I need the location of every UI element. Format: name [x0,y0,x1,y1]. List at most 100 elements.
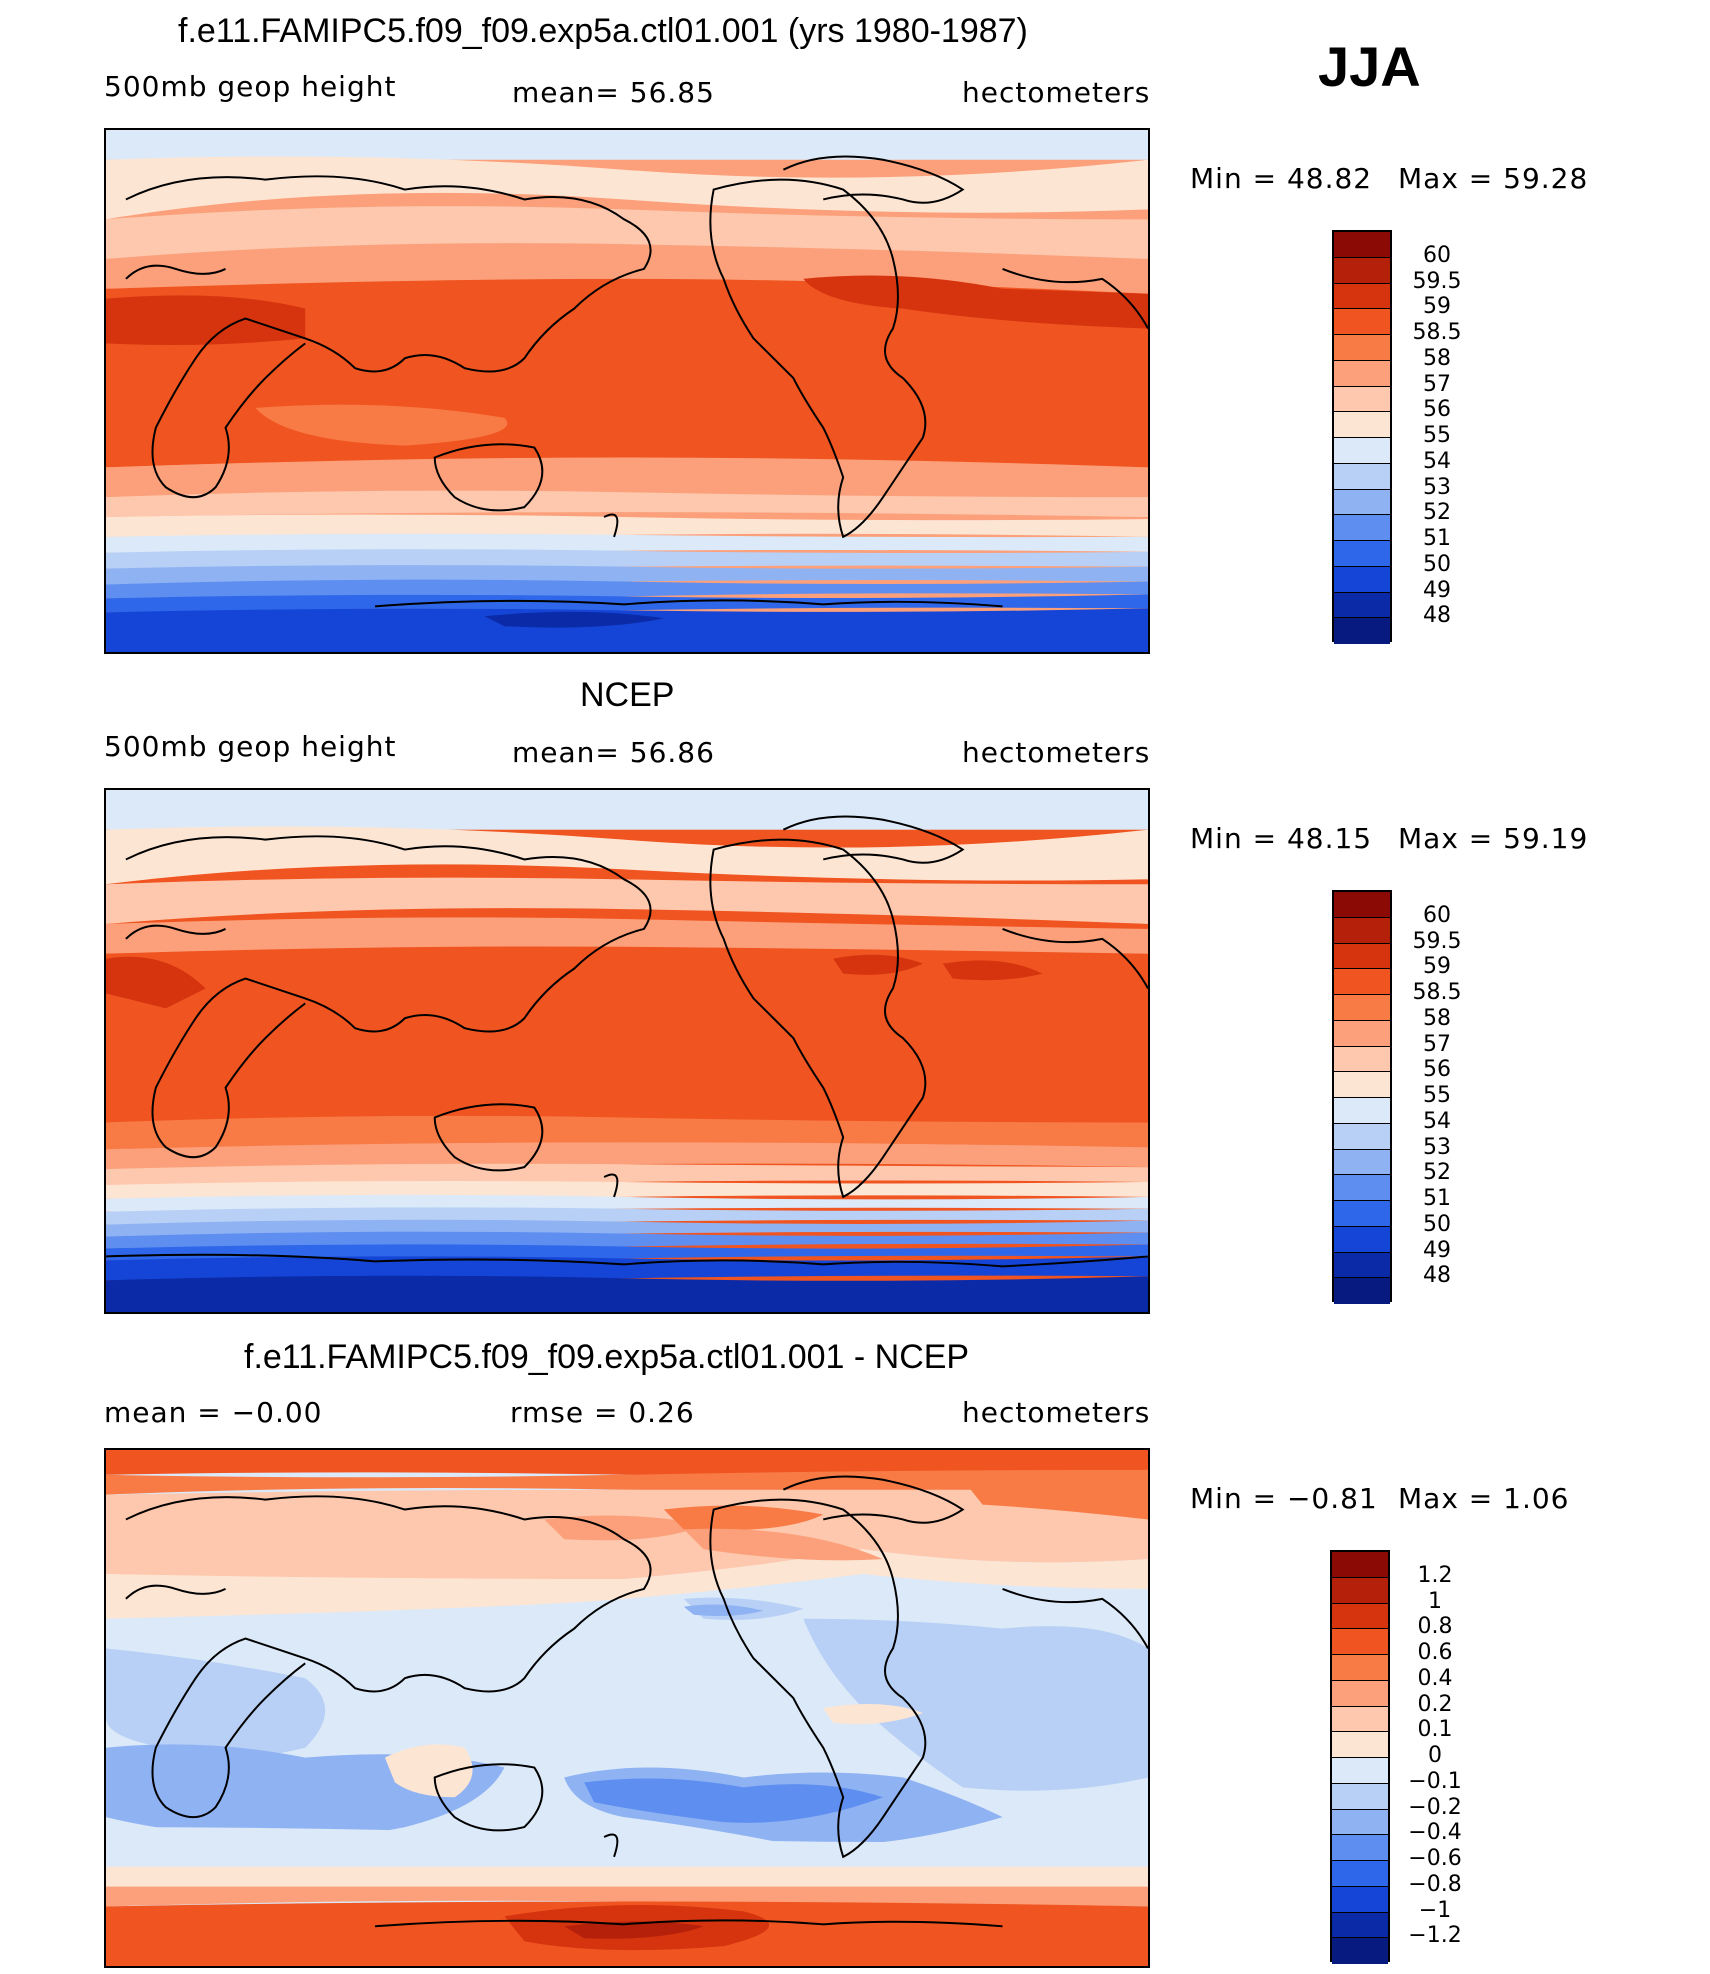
panel1-colorbar-swatches [1332,230,1392,644]
colorbar-swatch [1334,541,1390,567]
colorbar-swatch [1334,592,1390,619]
colorbar-level-label: 58.5 [1412,980,1462,1005]
colorbar-swatch [1334,943,1390,970]
colorbar-swatch [1334,1020,1390,1047]
colorbar-swatch [1334,412,1390,438]
panel3-units-label: hectometers [962,1396,1151,1429]
panel1-variable-label: 500mb geop height [104,70,397,103]
panel2-contour-field [106,790,1148,1312]
colorbar-swatch [1334,360,1390,387]
colorbar-level-label: 0.6 [1417,1640,1453,1665]
colorbar-swatch [1334,892,1390,918]
colorbar-level-label: 55 [1423,1083,1451,1108]
colorbar-swatch [1334,283,1390,310]
colorbar-swatch [1332,1577,1388,1604]
colorbar-level-label: 52 [1423,1160,1451,1186]
colorbar-level-label: 0.4 [1417,1665,1453,1691]
colorbar-swatch [1334,438,1390,464]
colorbar-level-label: −1 [1418,1897,1452,1923]
colorbar-level-label: 50 [1423,551,1451,577]
colorbar-swatch [1334,1046,1390,1073]
colorbar-swatch [1334,515,1390,541]
colorbar-swatch [1334,1072,1390,1098]
colorbar-level-label: 52 [1423,500,1451,526]
panel2-max-label: Max = 59.19 [1398,822,1589,855]
colorbar-level-label: 51 [1423,526,1451,551]
colorbar-level-label: 60 [1423,242,1451,268]
colorbar-level-label: 0.2 [1417,1691,1453,1717]
colorbar-swatch [1332,1706,1388,1733]
panel3-map [104,1448,1150,1968]
colorbar-swatch [1332,1629,1388,1655]
panel2-variable-label: 500mb geop height [104,730,397,763]
colorbar-level-label: 56 [1423,1057,1451,1083]
panel1-min-label: Min = 48.82 [1190,162,1373,195]
panel2-map [104,788,1150,1314]
colorbar-level-label: −0.1 [1408,1768,1462,1794]
colorbar-swatch [1332,1732,1388,1758]
colorbar-level-label: 60 [1423,902,1451,928]
colorbar-level-label: −0.8 [1408,1871,1462,1897]
panel1-title: f.e11.FAMIPC5.f09_f09.exp5a.ctl01.001 (y… [178,12,1028,50]
panel1-colorbar: 60 59.5 59 58.5 58 57 56 55 54 53 52 51 50 49 48 [1322,230,1582,644]
colorbar-level-label: 48 [1423,1263,1451,1289]
colorbar-level-label: −0.6 [1408,1846,1462,1871]
colorbar-swatch [1332,1809,1388,1836]
colorbar-level-label: 57 [1423,371,1451,397]
colorbar-swatch [1334,969,1390,995]
colorbar-level-label: 1 [1428,1588,1442,1614]
panel1-max-label: Max = 59.28 [1398,162,1589,195]
panel3-mean-label: mean = −0.00 [104,1396,323,1429]
colorbar-swatch [1334,232,1390,258]
colorbar-swatch [1332,1783,1388,1810]
colorbar-swatch [1334,566,1390,593]
colorbar-level-label: 53 [1423,1134,1451,1160]
colorbar-swatch [1334,309,1390,335]
colorbar-level-label: 48 [1423,603,1451,629]
colorbar-level-label: 49 [1423,577,1451,603]
colorbar-level-label: 54 [1423,448,1451,474]
panel1-contour-field [106,130,1148,652]
colorbar-swatch [1332,1886,1388,1913]
colorbar-level-label: 56 [1423,397,1451,423]
colorbar-swatch [1334,1175,1390,1201]
colorbar-level-label: 55 [1423,423,1451,448]
colorbar-swatch [1334,1226,1390,1253]
colorbar-level-label: 58.5 [1412,320,1462,345]
colorbar-swatch [1332,1655,1388,1681]
colorbar-swatch [1334,257,1390,284]
colorbar-swatch [1332,1603,1388,1630]
panel1-map [104,128,1150,654]
colorbar-level-label: 59 [1423,954,1451,980]
colorbar-swatch [1334,1123,1390,1150]
colorbar-swatch [1334,1252,1390,1279]
colorbar-level-label: 51 [1423,1186,1451,1211]
colorbar-swatch [1332,1758,1388,1784]
panel1-mean-label: mean= 56.85 [512,76,715,109]
panel2-colorbar-swatches [1332,890,1392,1304]
colorbar-level-label: 59.5 [1412,268,1462,294]
panel3-colorbar-swatches [1330,1550,1390,1964]
colorbar-level-label: 58 [1423,345,1451,371]
colorbar-level-label: −0.2 [1408,1794,1462,1820]
colorbar-swatch [1334,335,1390,361]
colorbar-level-label: 0 [1428,1743,1442,1768]
colorbar-swatch [1334,1149,1390,1176]
colorbar-level-label: 59 [1423,294,1451,320]
colorbar-swatch [1334,1201,1390,1227]
panel2-mean-label: mean= 56.86 [512,736,715,769]
colorbar-swatch [1334,995,1390,1021]
colorbar-swatch [1334,463,1390,490]
panel3-max-label: Max = 1.06 [1398,1482,1570,1515]
colorbar-swatch [1334,917,1390,944]
panel2-colorbar: 60 59.5 59 58.5 58 57 56 55 54 53 52 51 50 49 48 [1322,890,1582,1304]
colorbar-swatch [1334,1098,1390,1124]
panel3-min-label: Min = −0.81 [1190,1482,1378,1515]
panel2-min-label: Min = 48.15 [1190,822,1373,855]
colorbar-level-label: 57 [1423,1031,1451,1057]
colorbar-swatch [1332,1835,1388,1861]
colorbar-level-label: 53 [1423,474,1451,500]
colorbar-swatch [1334,386,1390,413]
colorbar-swatch [1334,1278,1390,1304]
colorbar-swatch [1332,1912,1388,1939]
